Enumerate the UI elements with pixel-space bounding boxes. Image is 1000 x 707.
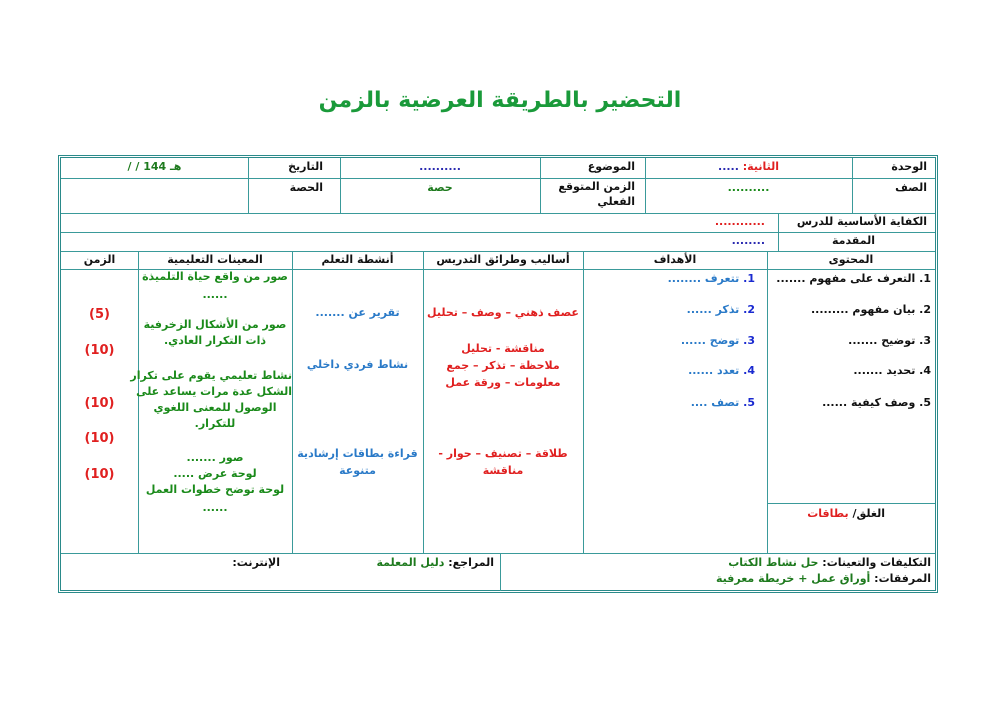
- references-label: المراجع:: [448, 556, 494, 569]
- col-aids: المعينات التعليمية: [167, 253, 263, 266]
- closure-value: بطاقات: [807, 507, 849, 520]
- aid-item: صور من واقع حياة التلميذة: [142, 270, 288, 283]
- aid-item: صور .......: [186, 451, 244, 464]
- method-item: مناقشة: [482, 464, 524, 477]
- content-item: 5. وصف كيفية ......: [822, 396, 931, 409]
- aid-item: الشكل عدة مرات يساعد على: [136, 385, 292, 398]
- activity-item: قراءة بطاقات إرشادية: [297, 447, 418, 460]
- topic-label: الموضوع: [587, 160, 635, 173]
- col-methods: أساليب وطرائق التدريس: [436, 253, 570, 266]
- closure-label: الغلق/: [852, 507, 885, 520]
- objective-number: 5.: [743, 396, 755, 409]
- aid-item: لوحة توضح خطوات العمل: [145, 483, 285, 496]
- activity-item: متنوعة: [339, 464, 376, 477]
- unit-value: الثانية: .....: [645, 160, 852, 175]
- aid-item: ذات التكرار العادي.: [163, 334, 266, 347]
- internet-label: الإنترنت:: [232, 556, 280, 569]
- objective-text: تتعرف ........: [667, 272, 740, 285]
- homework-label: التكليفات والتعينات:: [822, 556, 931, 569]
- aid-item: لوحة عرض .....: [173, 467, 257, 480]
- lesson-table: الوحدة الثانية: ..... الموضوع ..........…: [58, 155, 938, 593]
- competency-value: ............: [714, 215, 765, 228]
- expected-time-value: حصة: [427, 181, 453, 194]
- objective-item: 4. تعدد ......: [688, 364, 755, 379]
- objective-number: 1.: [743, 272, 755, 285]
- time-item: (5): [89, 307, 110, 322]
- competency-label: الكفاية الأساسية للدرس: [796, 215, 927, 228]
- objective-text: تعدد ......: [688, 364, 740, 377]
- aid-item: الوصول للمعنى اللغوي: [153, 401, 277, 414]
- expected-time-label: الزمن المتوقع الفعلي: [558, 180, 635, 208]
- objective-number: 4.: [743, 364, 755, 377]
- activity-item: نشاط فردي داخلي: [306, 358, 409, 371]
- time-item: (10): [84, 467, 115, 482]
- grade-label: الصف: [895, 181, 927, 194]
- time-item: (10): [84, 343, 115, 358]
- date-value: / / 144 هـ: [127, 160, 182, 173]
- unit-dots: .....: [718, 160, 739, 173]
- content-item: 4. تحديد .......: [853, 364, 931, 377]
- period-label: الحصة: [289, 181, 323, 194]
- closure: الغلق/ بطاقات: [807, 507, 885, 522]
- objective-text: تصف ....: [690, 396, 740, 409]
- attachments-value: أوراق عمل + خريطة معرفية: [716, 572, 871, 585]
- attachments: المرفقات: أوراق عمل + خريطة معرفية: [716, 572, 931, 587]
- references-value: دليل المعلمة: [376, 556, 445, 569]
- homework-value: حل نشاط الكتاب: [728, 556, 819, 569]
- aid-item: ......: [202, 501, 228, 514]
- col-activities: أنشطة التعلم: [321, 253, 394, 266]
- unit-value-text: الثانية:: [742, 160, 779, 173]
- method-item: عصف ذهني – وصف – تحليل: [427, 306, 579, 319]
- objective-number: 2.: [743, 303, 755, 316]
- content-item: 1. التعرف على مفهوم .......: [776, 272, 931, 285]
- method-item: مناقشة - تحليل: [461, 342, 545, 355]
- references: المراجع: دليل المعلمة: [376, 556, 494, 571]
- aid-item: للتكرار.: [194, 417, 236, 430]
- activity-item: تقرير عن .......: [315, 306, 400, 319]
- attachments-label: المرفقات:: [874, 572, 931, 585]
- date-label: التاريخ: [288, 160, 323, 173]
- unit-label: الوحدة: [891, 160, 927, 173]
- objective-text: توضح ......: [680, 334, 740, 347]
- col-objectives: الأهداف: [653, 253, 697, 266]
- objective-number: 3.: [743, 334, 755, 347]
- col-content: المحتوى: [828, 253, 874, 266]
- time-item: (10): [84, 431, 115, 446]
- objective-item: 5. تصف ....: [691, 396, 755, 411]
- intro-value: ........: [731, 234, 765, 247]
- objective-item: 1. تتعرف ........: [668, 272, 755, 287]
- aid-item: ......: [202, 288, 228, 301]
- grade-value: ..........: [727, 181, 770, 194]
- method-item: معلومات – ورقة عمل: [445, 376, 561, 389]
- content-item: 3. توضيح .......: [848, 334, 931, 347]
- method-item: طلاقة – تصنيف – حوار -: [438, 447, 568, 460]
- homework: التكليفات والتعينات: حل نشاط الكتاب: [728, 556, 931, 571]
- topic-value: ..........: [419, 160, 461, 173]
- objective-item: 3. توضح ......: [681, 334, 755, 349]
- aid-item: نشاط تعليمي يقوم على تكرار: [130, 369, 292, 382]
- content-item: 2. بيان مفهوم .........: [810, 303, 931, 316]
- page-title: التحضير بالطريقة العرضية بالزمن: [318, 88, 682, 113]
- method-item: ملاحظة – تذكر – جمع: [446, 359, 560, 372]
- intro-label: المقدمة: [831, 234, 875, 247]
- objective-text: تذكر ......: [686, 303, 740, 316]
- objective-item: 2. تذكر ......: [687, 303, 755, 318]
- time-item: (10): [84, 396, 115, 411]
- col-time: الزمن: [83, 253, 116, 266]
- aid-item: صور من الأشكال الزخرفية: [143, 318, 287, 331]
